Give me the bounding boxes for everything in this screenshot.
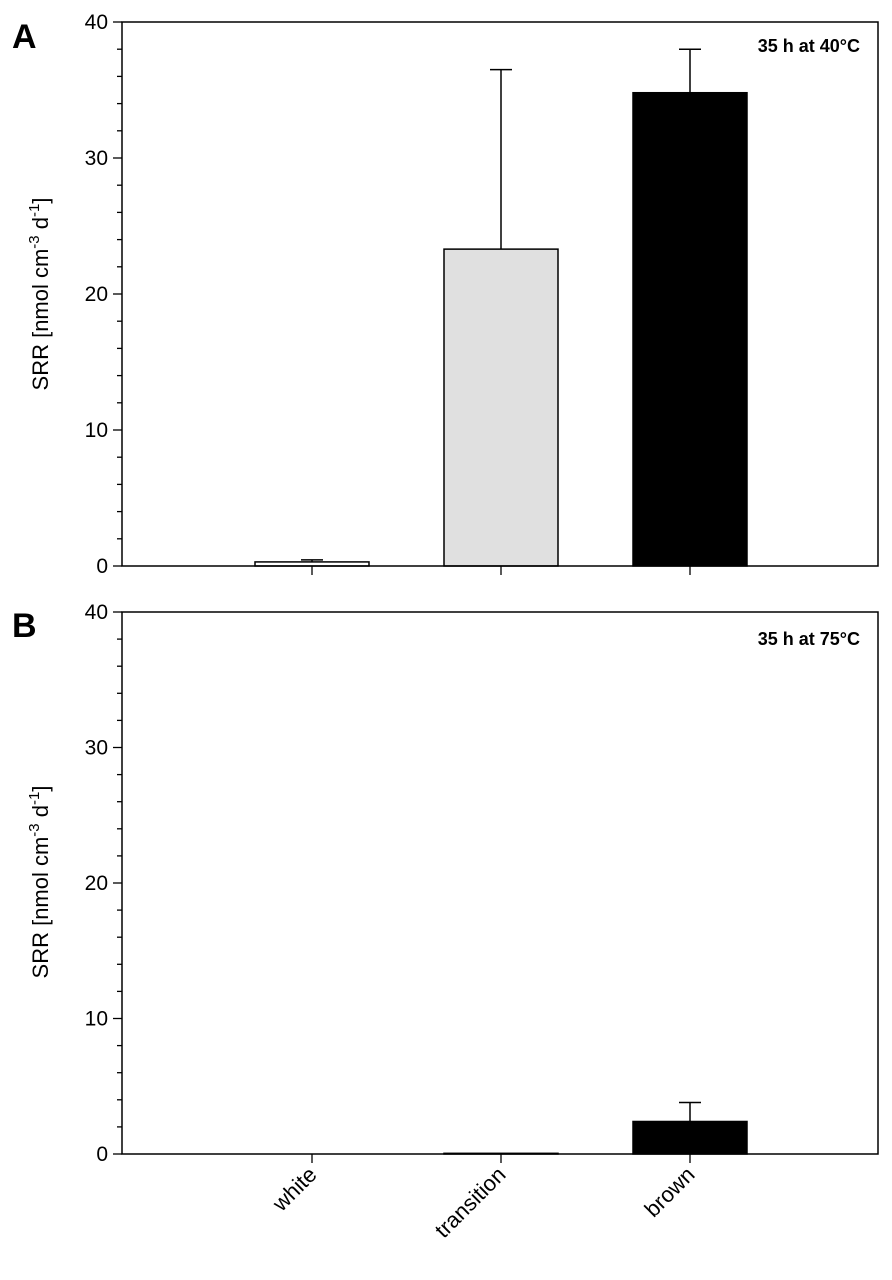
panel-b-ytick-label: 30	[85, 737, 108, 760]
panel-b-ylabel-sup1: -3	[26, 823, 43, 836]
panel-a-annotation: 35 h at 40°C	[758, 36, 860, 56]
panel-b-bar-brown	[632, 1120, 748, 1155]
panel-a-ylabel: SRR [nmol cm-3 d-1]	[26, 198, 53, 391]
panel-a-ytick-label: 40	[85, 11, 108, 34]
panel-a-ylabel-prefix: SRR [nmol cm	[28, 249, 53, 391]
panel-b-annotation: 35 h at 75°C	[758, 629, 860, 649]
panel-b-ylabel-suffix: ]	[28, 786, 53, 792]
panel-b-ylabel-sup2: -1	[26, 792, 43, 805]
panel-a-bar-transition	[443, 248, 559, 567]
panel-b-ytick-label: 20	[85, 872, 108, 895]
panel-a-ylabel-sup2: -1	[26, 204, 43, 217]
panel-b-ytick-label: 0	[96, 1143, 108, 1166]
category-labels: white transition brown	[267, 1162, 700, 1243]
panel-b-ylabel-prefix: SRR [nmol cm	[28, 837, 53, 979]
panel-b-ylabel: SRR [nmol cm-3 d-1]	[26, 786, 53, 979]
panel-a-ytick-label: 20	[85, 283, 108, 306]
panel-a-ylabel-suffix: ]	[28, 198, 53, 204]
panel-b-letter: B	[12, 607, 37, 645]
panel-b-ytick-label: 10	[85, 1008, 108, 1031]
panel-b-ylabel-middle: d	[28, 805, 53, 823]
panel-a-ytick-label: 0	[96, 555, 108, 578]
panel-a-ytick-label: 10	[85, 419, 108, 442]
panel-a: A 35 h at 40°C SRR [nmol cm-3 d-1] 0 10 20…	[12, 11, 879, 578]
panel-b-plot-frame	[121, 611, 879, 1155]
panel-b: B 35 h at 75°C SRR [nmol cm-3 d-1] 0 10 20…	[12, 601, 879, 1166]
category-label-white: white	[267, 1162, 322, 1217]
category-label-brown: brown	[639, 1162, 699, 1222]
panel-b-ytick-label: 40	[85, 601, 108, 624]
panel-a-ylabel-middle: d	[28, 217, 53, 235]
panel-a-bar-brown	[632, 91, 748, 567]
category-label-transition: transition	[430, 1162, 511, 1243]
panel-a-letter: A	[12, 18, 37, 56]
panel-a-ytick-label: 30	[85, 147, 108, 170]
panel-a-ylabel-sup1: -3	[26, 235, 43, 248]
